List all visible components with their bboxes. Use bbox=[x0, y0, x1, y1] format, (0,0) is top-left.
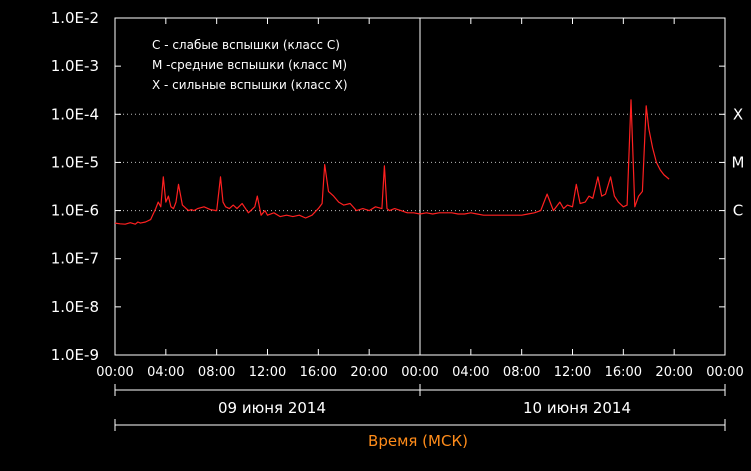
x-tick-label: 16:00 bbox=[300, 365, 337, 380]
x-axis-title: Время (МСК) bbox=[368, 432, 468, 450]
legend-entry-m: M -средние вспышки (класс M) bbox=[152, 58, 347, 72]
class-level-label: M bbox=[732, 153, 745, 171]
x-tick-label: 00:00 bbox=[706, 365, 743, 380]
y-tick-label: 1.0E-9 bbox=[51, 346, 99, 364]
x-tick-label: 12:00 bbox=[554, 365, 591, 380]
x-tick-label: 04:00 bbox=[452, 365, 489, 380]
x-tick-label: 16:00 bbox=[605, 365, 642, 380]
class-level-label: X bbox=[733, 105, 743, 123]
y-tick-label: 1.0E-7 bbox=[51, 250, 99, 268]
y-tick-label: 1.0E-5 bbox=[51, 153, 99, 171]
x-tick-label: 20:00 bbox=[350, 365, 387, 380]
y-tick-label: 1.0E-4 bbox=[51, 105, 99, 123]
legend-entry-c: C - слабые вспышки (класс C) bbox=[152, 38, 340, 52]
xray-flux-series-line bbox=[114, 99, 670, 225]
x-tick-label: 08:00 bbox=[503, 365, 540, 380]
x-tick-label: 08:00 bbox=[198, 365, 235, 380]
y-tick-label: 1.0E-8 bbox=[51, 298, 99, 316]
y-tick-label: 1.0E-6 bbox=[51, 202, 99, 220]
x-tick-label: 20:00 bbox=[655, 365, 692, 380]
x-tick-label: 12:00 bbox=[249, 365, 286, 380]
class-level-label: C bbox=[733, 202, 743, 220]
y-tick-label: 1.0E-2 bbox=[51, 9, 99, 27]
x-tick-label: 00:00 bbox=[401, 365, 438, 380]
day-label-1: 09 июня 2014 bbox=[218, 399, 326, 417]
x-tick-label: 00:00 bbox=[96, 365, 133, 380]
day-label-2: 10 июня 2014 bbox=[523, 399, 631, 417]
y-tick-label: 1.0E-3 bbox=[51, 57, 99, 75]
x-tick-label: 04:00 bbox=[147, 365, 184, 380]
legend-entry-x: X - сильные вспышки (класс X) bbox=[152, 78, 348, 92]
